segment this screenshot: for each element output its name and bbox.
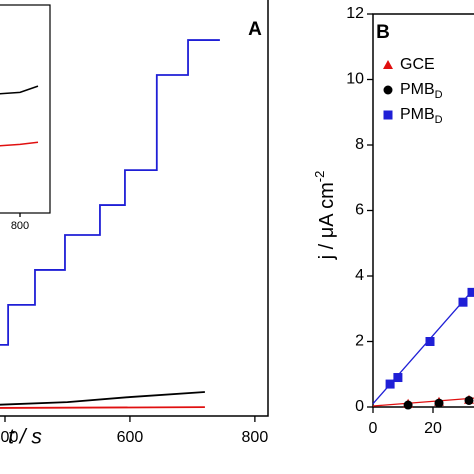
- marker: [403, 400, 413, 410]
- legend-subscript: D: [435, 89, 443, 101]
- x-tick-label: 400: [0, 429, 18, 446]
- y-tick-label: 0: [355, 398, 364, 415]
- y-axis-label-sup: -2: [312, 171, 327, 183]
- marker: [393, 373, 403, 383]
- trace: [0, 406, 205, 409]
- panel-label: B: [376, 22, 390, 43]
- marker: [434, 398, 444, 408]
- legend-subscript: D: [435, 114, 443, 126]
- x-tick-label: 800: [242, 429, 269, 446]
- legend-label: PMBD: [400, 81, 443, 101]
- x-tick-label: 20: [424, 420, 442, 437]
- y-tick-label: 8: [355, 136, 364, 153]
- plot-frame: [0, 0, 269, 417]
- marker: [385, 379, 395, 389]
- trace: [0, 391, 205, 406]
- x-tick-label: 600: [117, 429, 144, 446]
- plot-frame: [0, 4, 51, 214]
- legend-name: PMB: [400, 106, 435, 123]
- y-tick-label: 6: [355, 202, 364, 219]
- y-tick-label: 12: [346, 5, 364, 22]
- legend-name: GCE: [400, 56, 435, 73]
- x-tick-label: 800: [11, 220, 29, 232]
- fit-line: [372, 397, 474, 407]
- panel-label: A: [248, 19, 262, 40]
- y-tick-label: 4: [355, 267, 364, 284]
- x-tick-label: 0: [369, 420, 378, 437]
- y-axis-label-main: j / μA cm: [316, 182, 338, 260]
- legend-label: PMBD: [400, 106, 443, 126]
- marker: [467, 287, 474, 297]
- x-axis-label: t / s: [8, 426, 42, 449]
- legend-label: GCE: [400, 56, 435, 73]
- y-axis-label: j / μA cm-2: [312, 171, 338, 261]
- trace: [0, 141, 39, 147]
- marker: [383, 60, 393, 69]
- marker: [425, 337, 435, 346]
- marker: [464, 395, 474, 405]
- trace: [0, 39, 220, 346]
- y-tick-label: 10: [346, 71, 364, 88]
- legend-name: PMB: [400, 81, 435, 98]
- marker: [383, 110, 393, 120]
- trace: [0, 85, 39, 95]
- marker: [383, 85, 393, 95]
- y-tick-label: 2: [355, 333, 364, 350]
- marker: [458, 297, 468, 307]
